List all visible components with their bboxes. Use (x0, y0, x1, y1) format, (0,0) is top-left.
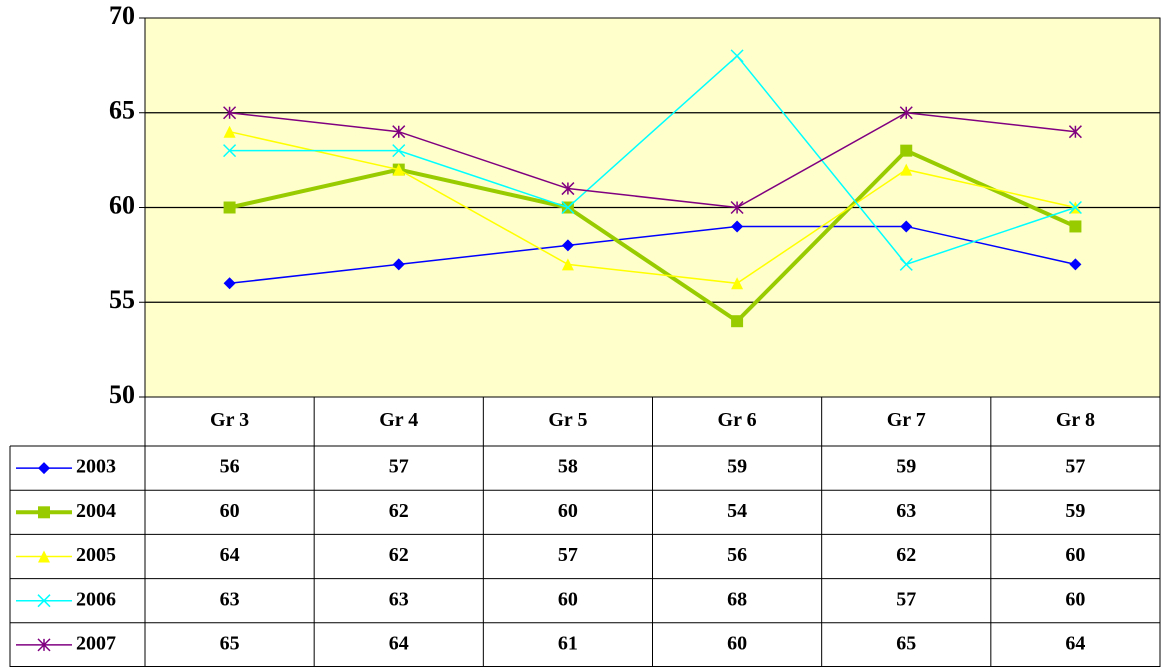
table-value: 62 (389, 500, 409, 522)
series-line (229, 130, 1076, 285)
marker (730, 200, 744, 215)
x-tick-label: Gr 7 (887, 409, 926, 431)
marker (900, 163, 913, 176)
marker (1068, 200, 1082, 215)
table-value: 60 (558, 500, 578, 522)
table-value: 57 (558, 544, 578, 566)
marker (730, 49, 744, 63)
marker (731, 220, 744, 233)
marker (1068, 125, 1082, 139)
table-value: 63 (896, 500, 916, 522)
legend-label: 2006 (76, 588, 116, 610)
marker (392, 163, 405, 176)
series-line (229, 54, 1076, 266)
series-line (229, 148, 1077, 324)
marker (1069, 220, 1082, 233)
marker (38, 462, 50, 475)
table-value: 57 (389, 456, 409, 478)
marker (38, 506, 50, 519)
table-value: 65 (220, 632, 240, 654)
marker (392, 258, 405, 271)
legend-label: 2005 (76, 544, 116, 566)
legend-label: 2007 (76, 632, 116, 654)
marker (561, 182, 575, 196)
marker (899, 257, 913, 271)
table-value: 56 (220, 456, 240, 478)
marker (1069, 258, 1082, 271)
marker (900, 220, 913, 233)
marker (223, 277, 236, 290)
x-tick-label: Gr 5 (548, 409, 587, 431)
table-value: 60 (1065, 588, 1085, 610)
table-value: 56 (727, 544, 747, 566)
legend-label: 2004 (76, 500, 116, 522)
marker (561, 200, 575, 215)
x-tick-label: Gr 4 (379, 409, 418, 431)
table-value: 68 (727, 588, 747, 610)
marker (561, 258, 574, 271)
table-value: 64 (220, 544, 240, 566)
marker (223, 201, 236, 214)
marker (731, 277, 744, 290)
table-value: 62 (389, 544, 409, 566)
table-value: 60 (220, 500, 240, 522)
table-value: 57 (896, 588, 916, 610)
table-value: 65 (896, 632, 916, 654)
series-line (229, 225, 1076, 285)
marker (899, 106, 913, 120)
table-value: 60 (1065, 544, 1085, 566)
marker (223, 106, 237, 120)
table-value: 59 (1065, 500, 1085, 522)
table-value: 63 (220, 588, 240, 610)
y-tick-label: 60 (109, 190, 135, 219)
marker (561, 239, 574, 252)
marker (37, 594, 51, 608)
table-value: 59 (896, 456, 916, 478)
marker (392, 144, 406, 158)
marker (223, 125, 236, 138)
marker (900, 144, 913, 157)
table-value: 64 (1065, 632, 1085, 654)
legend-label: 2003 (76, 456, 116, 478)
x-tick-label: Gr 8 (1056, 409, 1095, 431)
marker (392, 125, 406, 139)
x-tick-label: Gr 3 (210, 409, 249, 431)
y-tick-label: 55 (109, 285, 135, 314)
table-value: 57 (1065, 456, 1085, 478)
x-tick-label: Gr 6 (718, 409, 757, 431)
table-value: 62 (896, 544, 916, 566)
table-value: 63 (389, 588, 409, 610)
table-value: 64 (389, 632, 409, 654)
marker (223, 144, 237, 158)
marker (38, 550, 50, 563)
series-line (229, 111, 1076, 209)
table-value: 60 (727, 632, 747, 654)
y-tick-label: 50 (109, 380, 135, 409)
table-value: 59 (727, 456, 747, 478)
y-tick-label: 65 (109, 96, 135, 125)
table-value: 54 (727, 500, 747, 522)
table-value: 60 (558, 588, 578, 610)
table-value: 61 (558, 632, 578, 654)
marker (731, 315, 744, 328)
table-value: 58 (558, 456, 578, 478)
marker (37, 638, 51, 652)
y-tick-label: 70 (109, 1, 135, 30)
